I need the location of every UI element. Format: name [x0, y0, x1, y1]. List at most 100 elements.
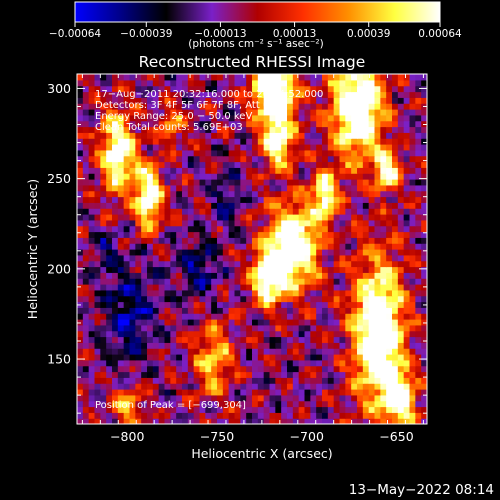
heatmap-cell — [77, 406, 84, 413]
heatmap-cell — [310, 324, 317, 332]
heatmap-cell — [304, 138, 311, 145]
heatmap-cell — [362, 155, 370, 163]
heatmap-cell — [228, 126, 236, 133]
heatmap-cell — [322, 406, 329, 413]
heatmap-cell — [281, 412, 288, 419]
heatmap-cell — [415, 348, 422, 355]
heatmap-cell — [123, 260, 131, 268]
heatmap-cell — [380, 74, 387, 81]
heatmap-cell — [88, 202, 96, 209]
heatmap-cell — [316, 319, 323, 326]
heatmap-cell — [310, 114, 317, 122]
heatmap-cell — [374, 184, 381, 192]
heatmap-cell — [217, 225, 224, 233]
heatmap-cell — [257, 138, 265, 145]
heatmap-cell — [112, 418, 119, 424]
heatmap-cell — [152, 289, 160, 297]
heatmap-cell — [380, 400, 387, 408]
heatmap-cell — [228, 412, 236, 419]
heatmap-cell — [152, 313, 160, 320]
heatmap-cell — [193, 301, 201, 308]
heatmap-cell — [421, 371, 427, 378]
heatmap-cell — [287, 202, 294, 209]
heatmap-cell — [292, 330, 300, 338]
heatmap-cell — [141, 371, 148, 378]
heatmap-cell — [409, 196, 416, 203]
heatmap-cell — [275, 266, 282, 273]
heatmap-cell — [275, 138, 282, 145]
heatmap-cell — [421, 418, 427, 424]
heatmap-cell — [362, 359, 370, 367]
heatmap-cell — [351, 278, 358, 285]
heatmap-cell — [292, 249, 300, 256]
heatmap-cell — [217, 173, 224, 180]
heatmap-cell — [100, 237, 107, 244]
heatmap-cell — [158, 149, 166, 157]
heatmap-cell — [199, 167, 206, 174]
heatmap-cell — [374, 214, 381, 221]
heatmap-cell — [304, 249, 311, 256]
heatmap-cell — [345, 307, 352, 314]
heatmap-cell — [380, 155, 387, 163]
heatmap-cell — [374, 389, 381, 396]
heatmap-cell — [403, 254, 411, 262]
heatmap-cell — [164, 412, 171, 419]
heatmap-cell — [281, 144, 288, 151]
heatmap-cell — [141, 284, 148, 291]
heatmap-cell — [158, 348, 166, 355]
heatmap-cell — [199, 295, 206, 303]
heatmap-cell — [257, 371, 265, 378]
heatmap-cell — [269, 342, 276, 349]
heatmap-cell — [187, 272, 195, 279]
heatmap-cell — [292, 342, 300, 349]
heatmap-cell — [304, 74, 311, 81]
heatmap-cell — [374, 400, 381, 408]
heatmap-cell — [77, 249, 84, 256]
heatmap-cell — [94, 91, 101, 98]
heatmap-cell — [211, 132, 218, 139]
heatmap-cell — [193, 365, 201, 373]
heatmap-cell — [234, 418, 241, 424]
heatmap-cell — [380, 184, 387, 192]
heatmap-cell — [421, 97, 427, 104]
heatmap-cell — [292, 173, 300, 180]
heatmap-cell — [304, 354, 311, 361]
heatmap-cell — [409, 103, 416, 110]
heatmap-cell — [176, 400, 183, 408]
heatmap-cell — [287, 196, 294, 203]
heatmap-cell — [415, 289, 422, 297]
heatmap-cell — [88, 173, 96, 180]
heatmap-cell — [77, 377, 84, 384]
heatmap-cell — [374, 225, 381, 233]
heatmap-cell — [368, 132, 376, 139]
heatmap-cell — [152, 237, 160, 244]
heatmap-cell — [345, 330, 352, 338]
heatmap-cell — [152, 260, 160, 268]
heatmap-cell — [100, 330, 107, 338]
heatmap-cell — [135, 359, 142, 367]
heatmap-cell — [123, 202, 131, 209]
heatmap-cell — [147, 237, 154, 244]
colorbar — [74, 1, 441, 23]
heatmap-cell — [368, 126, 376, 133]
heatmap-cell — [298, 342, 306, 349]
heatmap-cell — [397, 418, 405, 424]
heatmap-cell — [234, 284, 241, 291]
heatmap-cell — [327, 144, 335, 151]
heatmap-cell — [310, 103, 317, 110]
heatmap-cell — [287, 359, 294, 367]
heatmap-cell — [421, 74, 427, 81]
heatmap-cell — [287, 324, 294, 332]
heatmap-cell — [147, 120, 154, 128]
heatmap-cell — [333, 260, 341, 268]
heatmap-cell — [234, 254, 241, 262]
heatmap-cell — [112, 196, 119, 203]
heatmap-cell — [368, 91, 376, 98]
heatmap-cell — [345, 342, 352, 349]
heatmap-cell — [287, 365, 294, 373]
heatmap-cell — [164, 307, 171, 314]
heatmap-cell — [170, 371, 177, 378]
heatmap-cell — [246, 359, 253, 367]
heatmap-cell — [333, 173, 341, 180]
heatmap-cell — [123, 301, 131, 308]
